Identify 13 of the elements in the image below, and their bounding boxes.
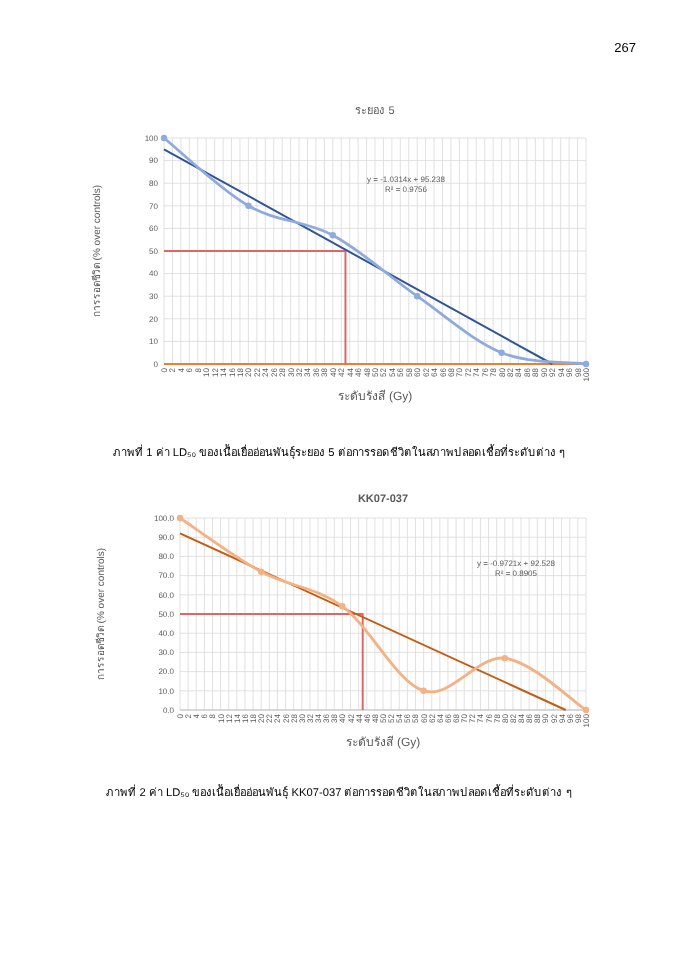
point bbox=[245, 202, 252, 209]
point bbox=[582, 360, 590, 368]
point bbox=[176, 514, 184, 522]
point bbox=[498, 349, 505, 356]
line-series bbox=[176, 514, 590, 714]
point bbox=[501, 654, 508, 662]
point bbox=[420, 687, 427, 694]
point bbox=[160, 134, 168, 142]
point bbox=[414, 293, 421, 300]
point bbox=[339, 603, 346, 610]
point bbox=[329, 231, 336, 239]
point bbox=[258, 568, 265, 575]
point bbox=[582, 706, 590, 714]
